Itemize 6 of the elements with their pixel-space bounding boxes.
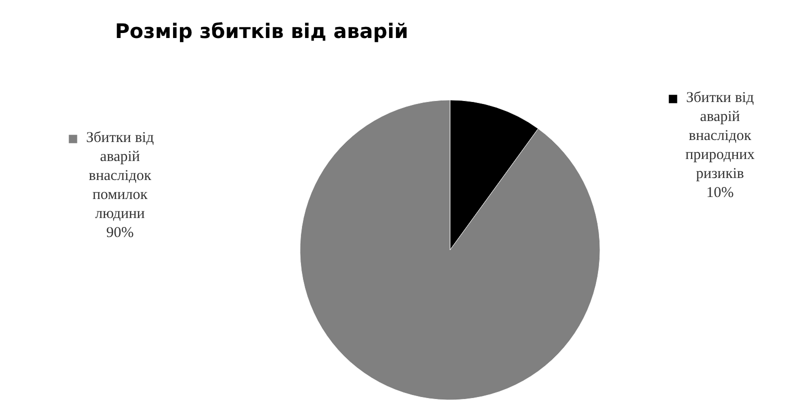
data-label: 10% — [706, 185, 734, 201]
chart-title: Розмір збитків від аварій — [115, 19, 408, 43]
pie-slice — [300, 100, 600, 400]
data-label: 90% — [106, 225, 134, 241]
legend-label: Збитки від аварій внаслідок природних ризиків — [685, 90, 756, 182]
legend-label: Збитки від аварій внаслідок помилок людини — [86, 130, 154, 222]
